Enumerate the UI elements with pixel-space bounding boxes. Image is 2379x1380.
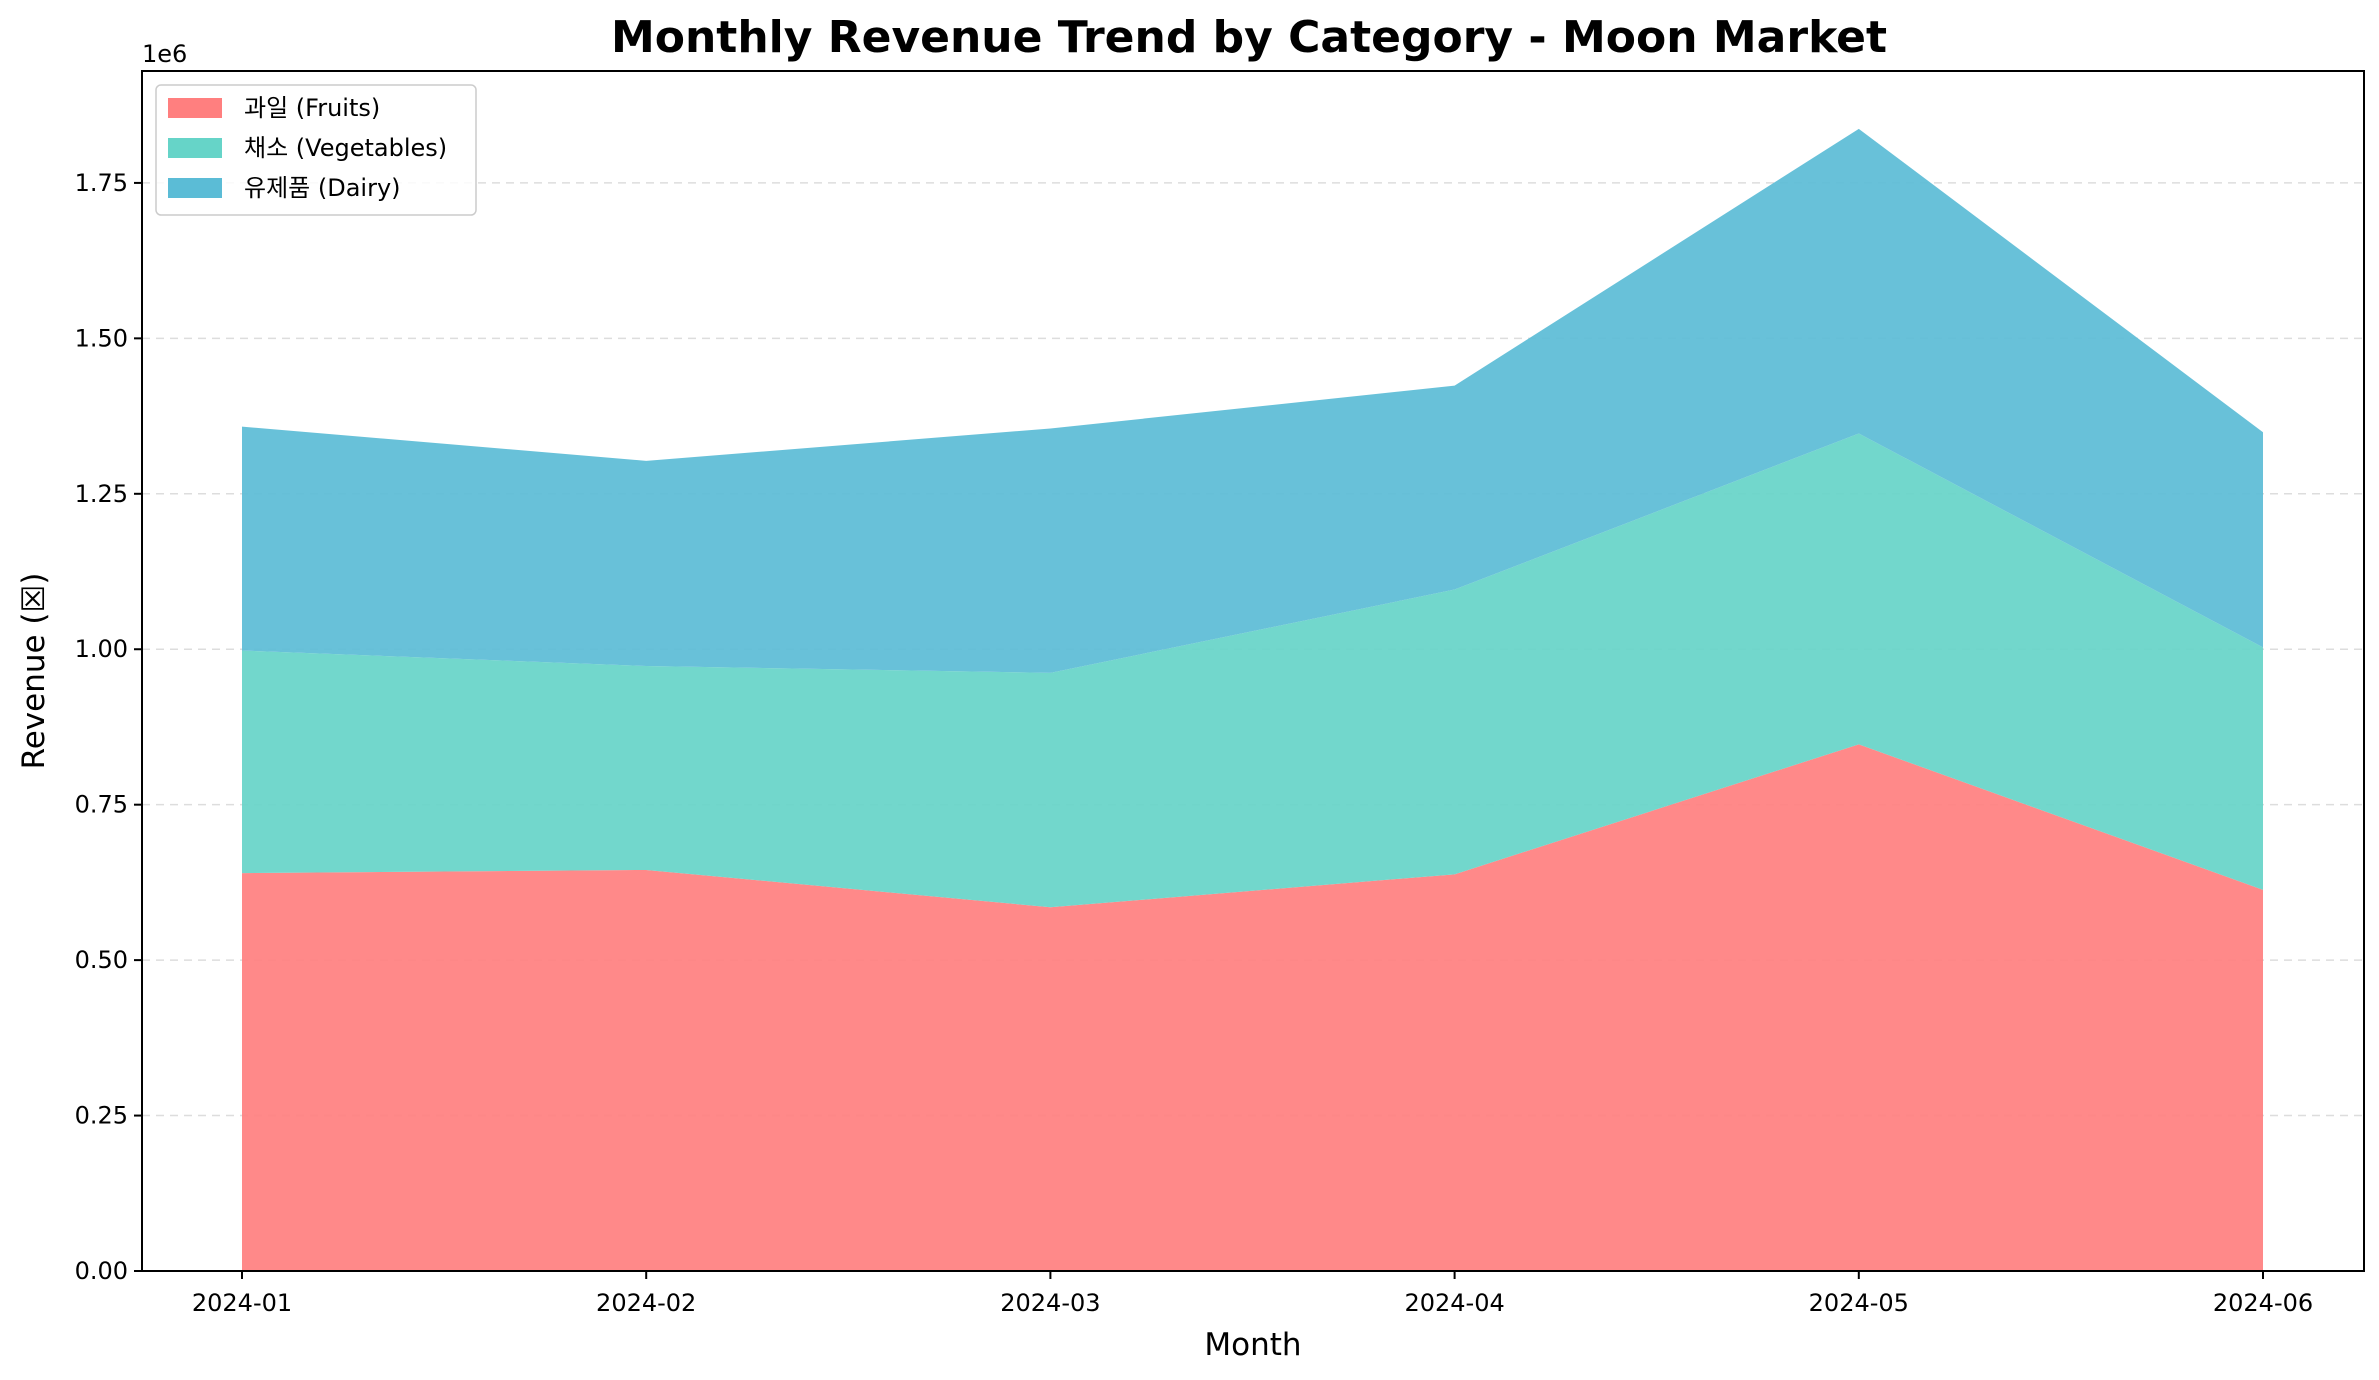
chart-title: Monthly Revenue Trend by Category - Moon…: [611, 12, 1887, 63]
y-tick-label-1: 0.25: [75, 1102, 128, 1130]
area-series-0: [242, 744, 2263, 1271]
legend-label-2: 유제품 (Dairy): [244, 174, 401, 202]
x-tick-label-3: 2024-04: [1404, 1289, 1504, 1317]
legend-swatch-0: [168, 98, 222, 118]
legend-swatch-1: [168, 138, 222, 158]
area-series-1: [242, 433, 2263, 908]
y-tick-label-3: 0.75: [75, 791, 128, 819]
x-tick-label-2: 2024-03: [1000, 1289, 1100, 1317]
legend-swatch-2: [168, 178, 222, 198]
plot-frame: [141, 70, 2365, 1272]
x-axis: 2024-01 2024-02 2024-03 2024-04 2024-05 2024-…: [192, 1271, 2313, 1317]
y-tick-label-2: 0.50: [75, 946, 128, 974]
x-tick-label-0: 2024-01: [192, 1289, 292, 1317]
y-axis: 0.00 0.25 0.50 0.75 1.00 1.25 1.50 1.75: [75, 169, 142, 1285]
legend-label-1: 채소 (Vegetables): [244, 134, 447, 162]
area-series-2: [242, 128, 2263, 673]
y-tick-label-0: 0.00: [75, 1257, 128, 1285]
y-axis-label: Revenue (☒): [16, 573, 52, 770]
x-axis-label: Month: [1204, 1327, 1301, 1363]
y-tick-label-4: 1.00: [75, 635, 128, 663]
x-tick-label-5: 2024-06: [2213, 1289, 2313, 1317]
x-tick-label-4: 2024-05: [1809, 1289, 1909, 1317]
y-offset-label: 1e6: [142, 40, 187, 68]
legend-label-0: 과일 (Fruits): [244, 94, 380, 122]
x-tick-label-1: 2024-02: [596, 1289, 696, 1317]
y-tick-label-6: 1.50: [75, 324, 128, 352]
y-tick-label-7: 1.75: [75, 169, 128, 197]
y-tick-label-5: 1.25: [75, 480, 128, 508]
legend: 과일 (Fruits) 채소 (Vegetables) 유제품 (Dairy): [155, 84, 477, 216]
series-areas: [242, 128, 2263, 1271]
legend-box: [155, 84, 477, 216]
